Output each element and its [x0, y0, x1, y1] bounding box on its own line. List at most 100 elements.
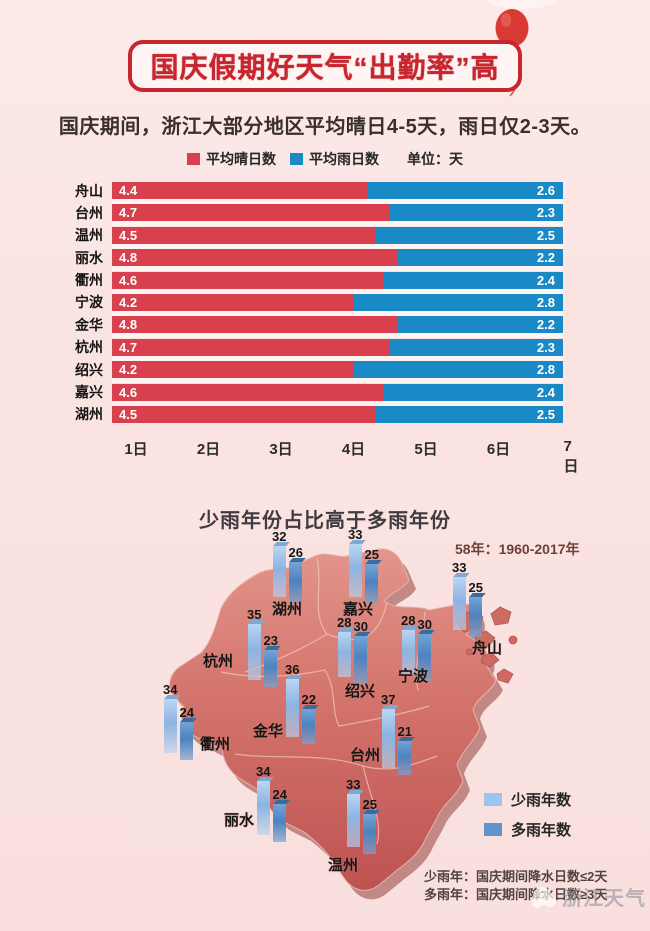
- many-rain-column: 25: [362, 797, 377, 854]
- rainy-segment: 2.8: [352, 293, 563, 311]
- stacked-bar: 4.2 2.8: [112, 361, 563, 384]
- map-legend: 少雨年数 多雨年数: [484, 789, 571, 849]
- many-rain-bar: [264, 650, 278, 687]
- few-rain-column: 36: [285, 662, 299, 737]
- many-rain-bar: [273, 804, 287, 842]
- city-label: 宁波: [75, 294, 103, 311]
- map-section-title: 少雨年份占比高于多雨年份: [199, 510, 451, 532]
- rainy-segment: 2.4: [382, 271, 563, 289]
- many-rain-value: 25: [468, 580, 483, 595]
- few-rain-column: 34: [256, 764, 270, 835]
- legend-label-rainy: 平均雨日数: [309, 151, 379, 167]
- few-rain-value: 34: [256, 764, 271, 779]
- x-tick-5: 5日: [414, 441, 438, 458]
- many-rain-bar: [398, 741, 412, 775]
- map-city-name-嘉兴: 嘉兴: [343, 601, 374, 618]
- x-tick-3: 3日: [269, 441, 293, 458]
- x-tick-2: 2日: [196, 441, 221, 458]
- many-rain-column: 30: [353, 619, 368, 684]
- city-label: 温州: [75, 227, 103, 244]
- marker-bars: 36 22: [285, 662, 316, 744]
- legend-label-sunny: 平均晴日数: [206, 151, 276, 167]
- sunny-segment: 4.7: [112, 204, 391, 222]
- marker-bars: 35 23: [247, 607, 278, 687]
- many-rain-value: 25: [364, 547, 379, 562]
- marker-bars: 28 30: [401, 610, 432, 682]
- sunny-segment: 4.5: [112, 226, 376, 244]
- stacked-bar: 4.6 2.4: [112, 383, 563, 406]
- rainy-segment: 2.3: [390, 204, 563, 222]
- map-city-name-衢州: 衢州: [200, 736, 231, 753]
- map-city-name-舟山: 舟山: [472, 640, 503, 657]
- marker-bars: 33 25: [452, 560, 483, 637]
- few-rain-value: 33: [452, 560, 467, 575]
- many-rain-bar: [180, 722, 194, 760]
- few-rain-column: 28: [401, 613, 415, 675]
- few-rain-bar: [285, 679, 299, 737]
- city-label: 湖州: [75, 406, 103, 423]
- many-rain-value: 23: [263, 633, 278, 648]
- many-rain-column: 25: [468, 580, 483, 637]
- stacked-bar: 4.8 2.2: [112, 316, 563, 339]
- city-label: 丽水: [75, 249, 103, 266]
- few-rain-bar: [272, 546, 286, 597]
- marker-bars: 33 25: [348, 527, 379, 604]
- few-rain-value: 35: [247, 607, 262, 622]
- watermark-text: 浙江天气: [562, 887, 646, 910]
- stacked-bar: 4.5 2.5: [112, 226, 563, 249]
- chart-legend: 平均晴日数 平均雨日数 单位：天: [0, 150, 650, 168]
- many-rain-value: 25: [362, 797, 377, 812]
- city-label: 杭州: [75, 339, 103, 356]
- stacked-bar: 4.2 2.8: [112, 293, 563, 316]
- many-rain-value: 24: [272, 787, 287, 802]
- many-rain-bar: [302, 709, 316, 744]
- few-rain-value: 36: [285, 662, 300, 677]
- many-rain-column: 30: [417, 617, 432, 682]
- bar-row-舟山: 舟山 4.4 2.6: [8, 182, 642, 204]
- few-rain-value: 32: [272, 529, 287, 544]
- stacked-bar: 4.7 2.3: [112, 204, 563, 227]
- rainy-swatch-icon: [290, 153, 303, 165]
- rainy-segment: 2.2: [397, 316, 563, 334]
- many-rain-column: 22: [301, 692, 316, 744]
- legend-item-rainy: 平均雨日数: [290, 149, 379, 169]
- stacked-bar-chart: 舟山 4.4 2.6 台州 4.7 2.3 温州 4.5 2.5 丽水 4.8 2.2 衢州 4.6 2.4…: [8, 182, 642, 428]
- many-rain-value: 24: [179, 705, 194, 720]
- few-rain-bar: [346, 794, 360, 847]
- rainy-segment: 2.2: [397, 249, 563, 267]
- city-label: 台州: [75, 204, 103, 221]
- few-rain-column: 35: [247, 607, 261, 680]
- sunny-segment: 4.2: [112, 361, 353, 379]
- subtitle-text: 国庆期间，浙江大部分地区平均晴日4-5天，雨日仅2-3天。: [58, 116, 592, 138]
- watermark: 浙江天气: [528, 878, 646, 914]
- few-rain-value: 33: [348, 527, 363, 542]
- balloon-sliver-decoration: [488, 0, 556, 9]
- rainy-segment: 2.3: [390, 338, 563, 356]
- legend-item-many-rain: 多雨年数: [484, 819, 571, 840]
- few-rain-bar: [163, 699, 177, 753]
- bar-row-湖州: 湖州 4.5 2.5: [8, 405, 642, 423]
- x-tick-1: 1日: [124, 441, 148, 458]
- stacked-bar: 4.5 2.5: [112, 405, 563, 423]
- few-rain-column: 37: [381, 692, 395, 768]
- bar-row-丽水: 丽水 4.8 2.2: [8, 249, 642, 272]
- weather-logo-icon: [532, 887, 556, 908]
- bar-row-台州: 台州 4.7 2.3: [8, 204, 642, 227]
- many-rain-bar: [418, 634, 432, 682]
- bar-row-温州: 温州 4.5 2.5: [8, 226, 642, 249]
- many-rain-column: 25: [364, 547, 379, 604]
- x-tick-7: 7日: [563, 438, 579, 475]
- sunny-segment: 4.6: [112, 383, 383, 401]
- sunny-swatch-icon: [187, 153, 200, 165]
- footnote-many-rain: 多雨年：国庆期间降水日数≥3天: [424, 886, 608, 902]
- few-rain-bar: [348, 544, 362, 597]
- map-city-name-台州: 台州: [350, 747, 381, 764]
- few-rain-bar: [256, 781, 270, 835]
- few-rain-bar: [401, 630, 415, 675]
- rainy-segment: 2.5: [375, 226, 563, 244]
- few-rain-swatch-icon: [484, 793, 502, 806]
- legend-label-many-rain: 多雨年数: [511, 822, 572, 839]
- few-rain-bar: [452, 577, 466, 630]
- marker-bars: 37 21: [381, 692, 412, 775]
